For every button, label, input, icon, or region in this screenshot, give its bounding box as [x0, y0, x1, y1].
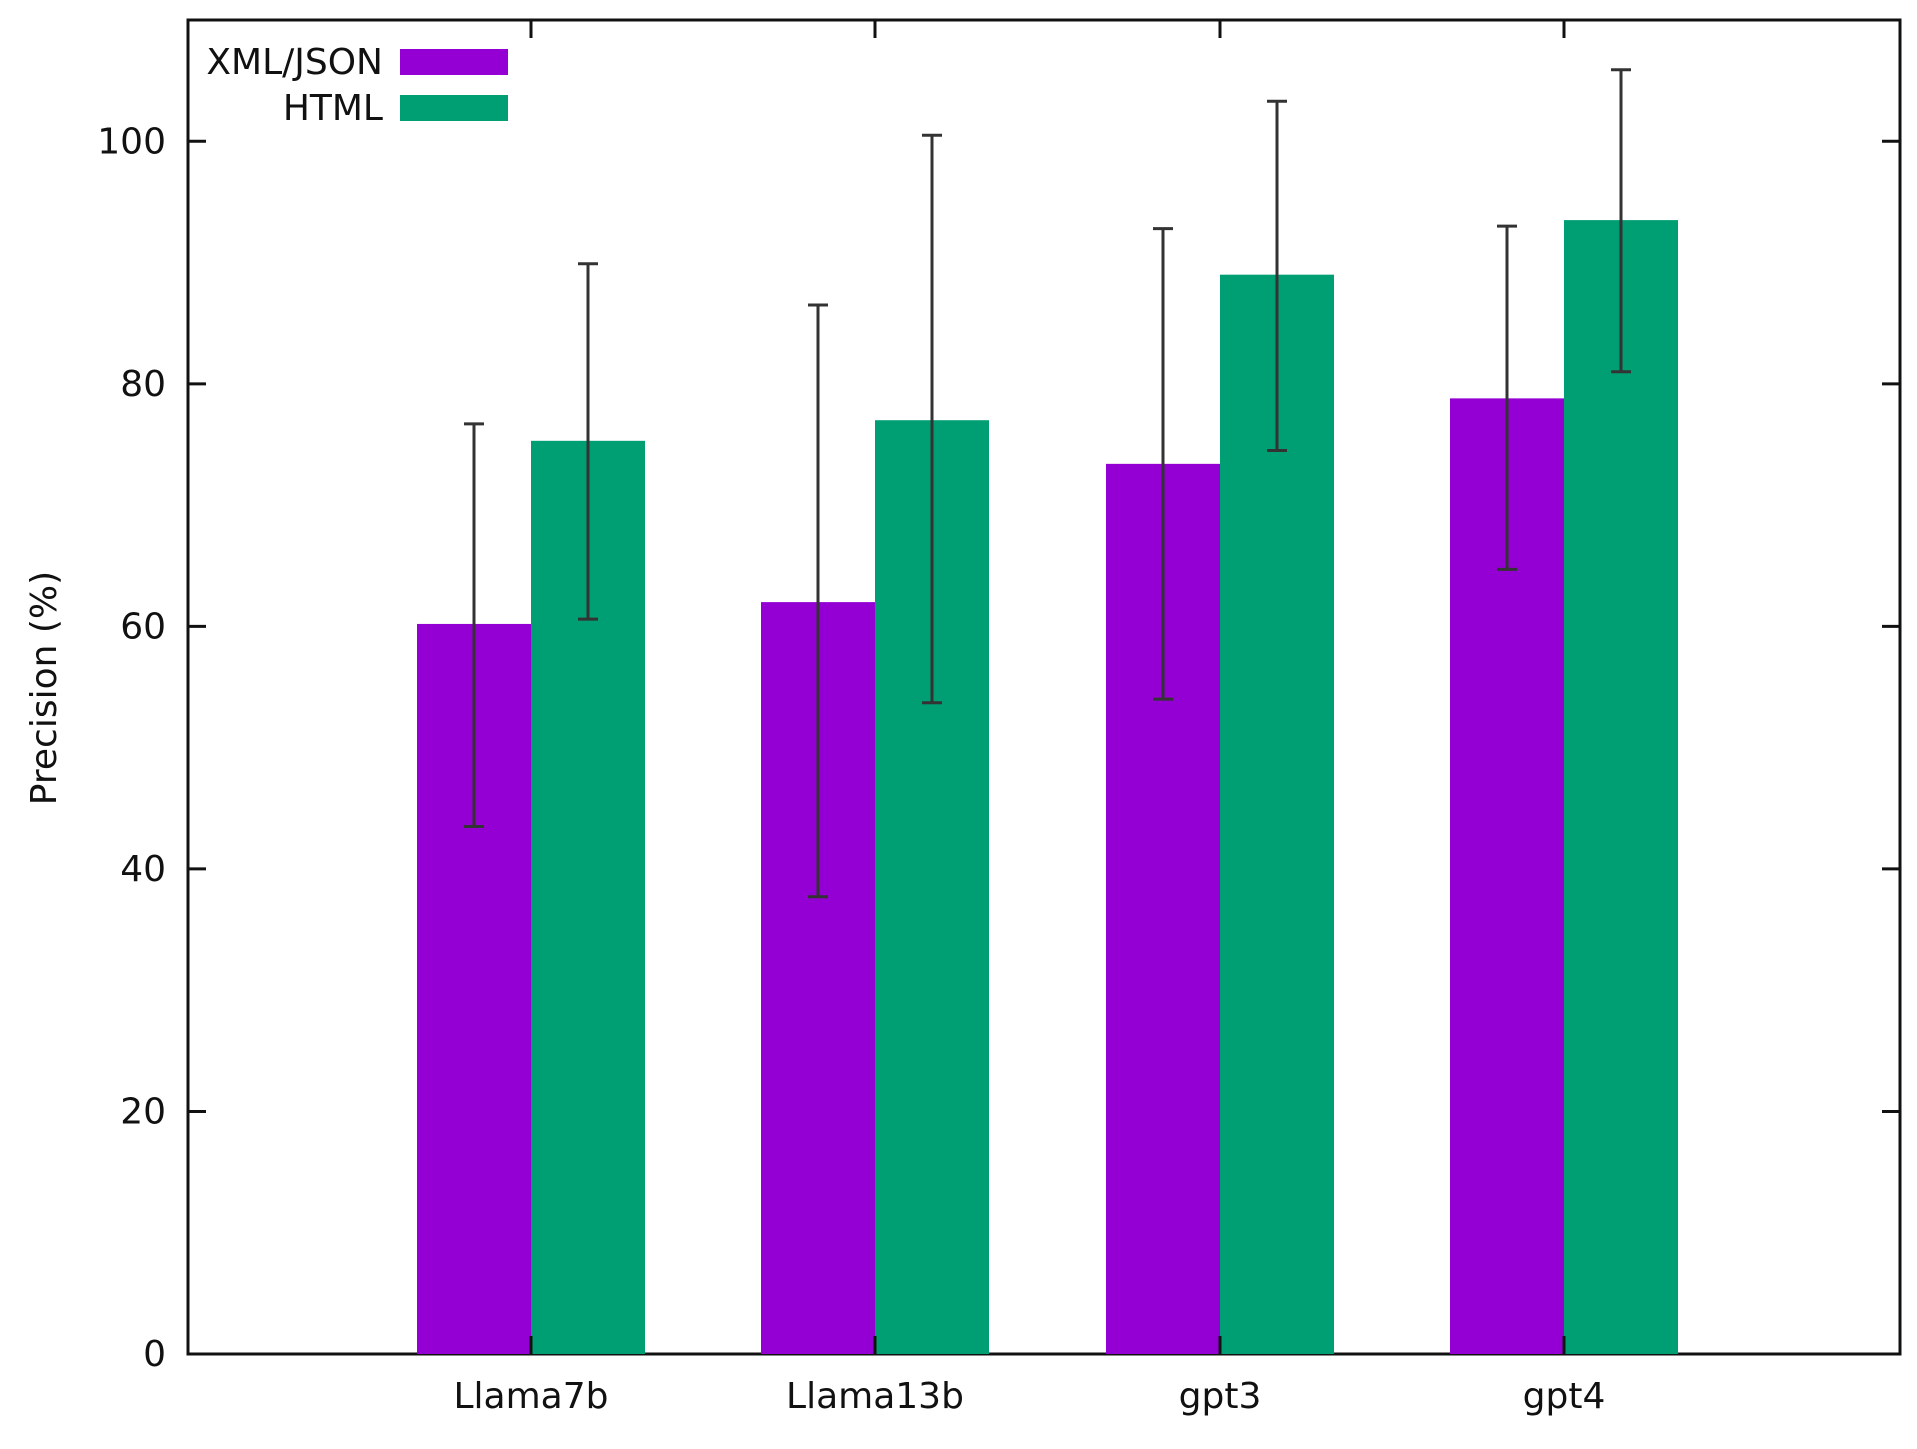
error-bar-html-gpt3: [1267, 99, 1287, 453]
y-tick-label-100: 100: [97, 121, 166, 162]
error-bars-layer: [464, 68, 1631, 899]
legend-label-xml-json: XML/JSON: [206, 42, 383, 83]
y-axis-title: Precision (%): [24, 571, 65, 805]
x-tick-label-gpt4: gpt4: [1523, 1376, 1606, 1417]
plot-frame: [186, 18, 1902, 1356]
tick-labels-layer: 0 20 40 60 80 100 Llama7b Llama13b gpt3 gpt4: [97, 121, 1605, 1417]
x-tick-label-gpt3: gpt3: [1179, 1376, 1262, 1417]
error-bar-html-llama7b: [578, 262, 598, 621]
bar-html-gpt4: [1564, 220, 1678, 1355]
legend-swatch-html: [400, 95, 508, 121]
y-tick-label-20: 20: [120, 1091, 166, 1132]
y-tick-label-40: 40: [120, 849, 166, 890]
axis-ticks-layer: [188, 20, 1900, 1356]
legend-item-html: HTML: [283, 88, 508, 129]
bar-html-gpt3: [1220, 274, 1334, 1354]
legend-swatch-xml-json: [400, 49, 508, 75]
error-bar-xml-json-llama13b: [808, 303, 828, 899]
legend-item-xml-json: XML/JSON: [206, 42, 508, 83]
error-bar-html-gpt4: [1611, 68, 1631, 374]
error-bar-xml-json-gpt3: [1153, 227, 1173, 701]
legend: XML/JSON HTML: [206, 42, 508, 129]
x-tick-label-llama13b: Llama13b: [786, 1376, 964, 1417]
error-bar-html-llama13b: [922, 133, 942, 705]
error-bar-xml-json-gpt4: [1497, 224, 1517, 571]
error-bar-xml-json-llama7b: [464, 422, 484, 828]
y-tick-label-0: 0: [143, 1334, 166, 1375]
bars-layer: [417, 220, 1678, 1355]
legend-label-html: HTML: [283, 88, 383, 129]
y-tick-label-80: 80: [120, 364, 166, 405]
y-tick-label-60: 60: [120, 606, 166, 647]
x-tick-label-llama7b: Llama7b: [453, 1376, 608, 1417]
